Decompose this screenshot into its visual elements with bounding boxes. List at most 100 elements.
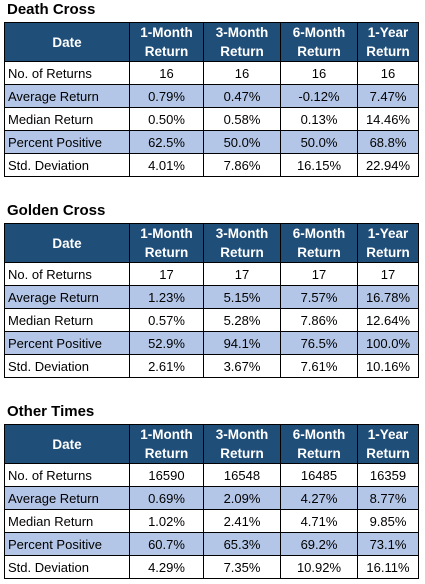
table-row: Average Return 0.79% 0.47% -0.12% 7.47% [4, 84, 419, 108]
column-header: 1-Month Return [129, 424, 204, 464]
table-cell: 65.3% [203, 532, 281, 556]
section-title-golden-cross: Golden Cross [7, 202, 106, 219]
table-row: No. of Returns 16590 16548 16485 16359 [4, 463, 419, 487]
other-times-table: Date 1-Month Return 3-Month Return 6-Mon… [4, 424, 419, 579]
table-cell: 17 [203, 262, 281, 286]
table-row: Std. Deviation 4.01% 7.86% 16.15% 22.94% [4, 153, 419, 177]
table-cell: 7.86% [280, 308, 358, 332]
column-header: 1-Month Return [129, 22, 204, 62]
table-cell: 16 [129, 61, 204, 85]
section-title-other-times: Other Times [7, 403, 95, 420]
column-header: 1-Year Return [357, 424, 419, 464]
column-header: Date [4, 22, 130, 62]
table-cell: 50.0% [280, 130, 358, 154]
row-label: Percent Positive [4, 130, 130, 154]
table-row: No. of Returns 17 17 17 17 [4, 262, 419, 286]
table-cell: 100.0% [357, 331, 419, 355]
table-cell: 7.86% [203, 153, 281, 177]
table-cell: 16.15% [280, 153, 358, 177]
row-label: No. of Returns [4, 61, 130, 85]
table-cell: 7.47% [357, 84, 419, 108]
column-header: 1-Month Return [129, 223, 204, 263]
table-row: Std. Deviation 4.29% 7.35% 10.92% 16.11% [4, 555, 419, 579]
row-label: No. of Returns [4, 262, 130, 286]
table-cell: 16485 [280, 463, 358, 487]
row-label: Percent Positive [4, 532, 130, 556]
table-cell: 10.16% [357, 354, 419, 378]
header-row: Date 1-Month Return 3-Month Return 6-Mon… [4, 223, 419, 263]
table-cell: 2.09% [203, 486, 281, 510]
table-cell: 4.01% [129, 153, 204, 177]
table-cell: 22.94% [357, 153, 419, 177]
table-row: Average Return 1.23% 5.15% 7.57% 16.78% [4, 285, 419, 309]
table-cell: 62.5% [129, 130, 204, 154]
table-cell: 68.8% [357, 130, 419, 154]
table-cell: -0.12% [280, 84, 358, 108]
column-header: 6-Month Return [280, 22, 358, 62]
table-cell: 0.13% [280, 107, 358, 131]
row-label: Median Return [4, 107, 130, 131]
table-cell: 9.85% [357, 509, 419, 533]
table-cell: 2.61% [129, 354, 204, 378]
table-row: Median Return 0.50% 0.58% 0.13% 14.46% [4, 107, 419, 131]
table-cell: 8.77% [357, 486, 419, 510]
table-cell: 16 [280, 61, 358, 85]
table-row: Std. Deviation 2.61% 3.67% 7.61% 10.16% [4, 354, 419, 378]
table-cell: 16 [357, 61, 419, 85]
table-cell: 4.29% [129, 555, 204, 579]
table-cell: 52.9% [129, 331, 204, 355]
table-row: No. of Returns 16 16 16 16 [4, 61, 419, 85]
table-cell: 0.57% [129, 308, 204, 332]
section-title-death-cross: Death Cross [7, 1, 96, 18]
table-cell: 1.23% [129, 285, 204, 309]
column-header: 3-Month Return [203, 223, 281, 263]
row-label: Average Return [4, 84, 130, 108]
column-header: 6-Month Return [280, 424, 358, 464]
table-cell: 16359 [357, 463, 419, 487]
row-label: No. of Returns [4, 463, 130, 487]
row-label: Percent Positive [4, 331, 130, 355]
table-cell: 17 [280, 262, 358, 286]
header-row: Date 1-Month Return 3-Month Return 6-Mon… [4, 424, 419, 464]
table-cell: 50.0% [203, 130, 281, 154]
table-row: Median Return 0.57% 5.28% 7.86% 12.64% [4, 308, 419, 332]
table-cell: 69.2% [280, 532, 358, 556]
row-label: Std. Deviation [4, 555, 130, 579]
table-cell: 16548 [203, 463, 281, 487]
table-cell: 4.27% [280, 486, 358, 510]
table-cell: 1.02% [129, 509, 204, 533]
death-cross-table: Date 1-Month Return 3-Month Return 6-Mon… [4, 22, 419, 177]
table-cell: 0.79% [129, 84, 204, 108]
table-cell: 2.41% [203, 509, 281, 533]
header-row: Date 1-Month Return 3-Month Return 6-Mon… [4, 22, 419, 62]
table-cell: 3.67% [203, 354, 281, 378]
table-cell: 4.71% [280, 509, 358, 533]
row-label: Median Return [4, 308, 130, 332]
table-cell: 7.61% [280, 354, 358, 378]
table-cell: 0.50% [129, 107, 204, 131]
table-cell: 0.47% [203, 84, 281, 108]
table-cell: 14.46% [357, 107, 419, 131]
table-row: Average Return 0.69% 2.09% 4.27% 8.77% [4, 486, 419, 510]
column-header: Date [4, 223, 130, 263]
table-cell: 94.1% [203, 331, 281, 355]
table-cell: 16.78% [357, 285, 419, 309]
table-cell: 60.7% [129, 532, 204, 556]
column-header: Date [4, 424, 130, 464]
column-header: 3-Month Return [203, 22, 281, 62]
column-header: 1-Year Return [357, 22, 419, 62]
table-cell: 16 [203, 61, 281, 85]
row-label: Average Return [4, 486, 130, 510]
row-label: Std. Deviation [4, 354, 130, 378]
table-cell: 7.57% [280, 285, 358, 309]
table-cell: 17 [357, 262, 419, 286]
table-cell: 16590 [129, 463, 204, 487]
table-cell: 0.69% [129, 486, 204, 510]
table-cell: 17 [129, 262, 204, 286]
table-cell: 7.35% [203, 555, 281, 579]
table-cell: 16.11% [357, 555, 419, 579]
table-cell: 0.58% [203, 107, 281, 131]
golden-cross-table: Date 1-Month Return 3-Month Return 6-Mon… [4, 223, 419, 378]
row-label: Median Return [4, 509, 130, 533]
table-cell: 10.92% [280, 555, 358, 579]
